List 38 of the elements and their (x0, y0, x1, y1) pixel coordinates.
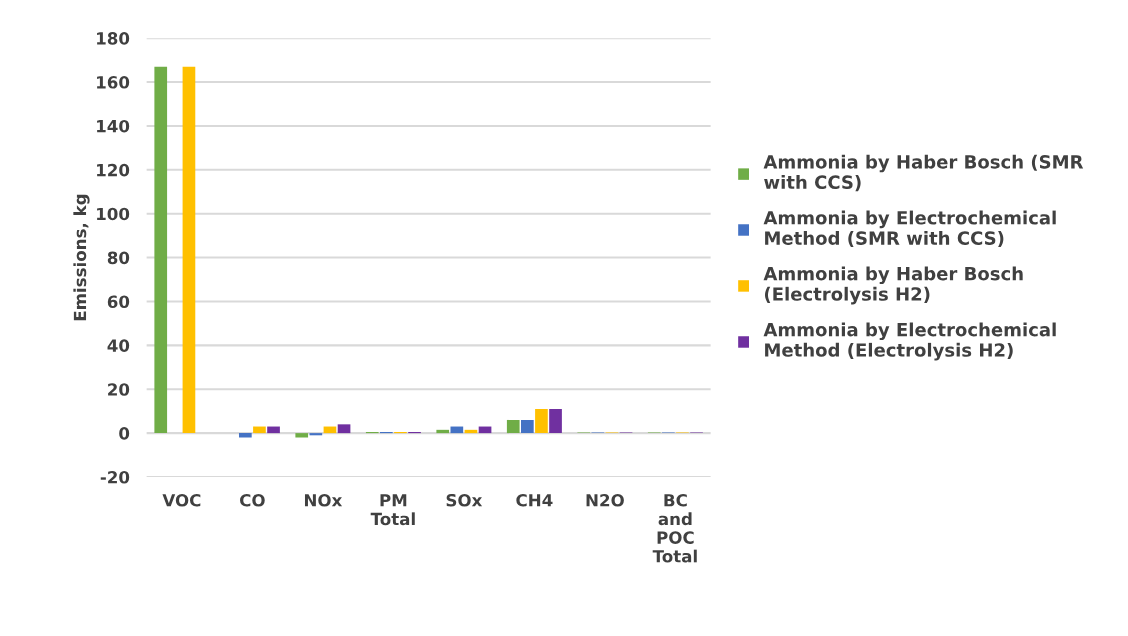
y-tick-label: 100 (97, 207, 130, 221)
bar (506, 419, 520, 434)
bar (436, 429, 450, 434)
legend-label: Ammonia by Electrochemical Method (SMR with CCS) (763, 210, 1056, 248)
bar (267, 426, 280, 434)
y-axis-title: Emissions, kg (73, 194, 90, 321)
y-tick-label: 180 (97, 32, 130, 45)
x-tick-label: N2O (586, 493, 624, 507)
bar (337, 424, 351, 434)
y-tick-label: 60 (107, 295, 130, 309)
bar (239, 433, 252, 438)
x-tick-label: CH4 (516, 493, 553, 507)
x-tick-label: PM Total (370, 494, 415, 526)
y-tick-label: 0 (119, 427, 130, 440)
y-tick-label: 20 (108, 383, 130, 396)
x-tick-label: CO (240, 493, 265, 507)
y-tick-label: 80 (107, 251, 130, 265)
y-tick-label: 140 (97, 119, 130, 133)
legend-label: Ammonia by Electrochemical Method (Electrolysis H2) (763, 322, 1056, 361)
bar (182, 66, 196, 434)
bar (549, 408, 562, 434)
x-tick-label: NOx (304, 493, 343, 507)
bar (521, 419, 534, 434)
bar (450, 426, 464, 434)
bar (154, 66, 168, 434)
bar (295, 433, 309, 438)
y-tick-label: 40 (107, 339, 130, 352)
y-tick-label: 160 (97, 76, 130, 89)
legend-label: Ammonia by Haber Bosch (Electrolysis H2) (763, 266, 1023, 305)
legend-label: Ammonia by Haber Bosch (SMR with CCS) (763, 154, 1084, 192)
bar (253, 426, 266, 434)
x-tick-label: BC and POC Total (652, 493, 697, 563)
y-tick-label: -20 (100, 470, 130, 484)
bar (535, 408, 548, 434)
y-tick-label: 120 (97, 163, 130, 177)
bar (309, 433, 323, 436)
x-tick-label: SOx (446, 493, 483, 507)
x-tick-label: VOC (162, 493, 201, 507)
